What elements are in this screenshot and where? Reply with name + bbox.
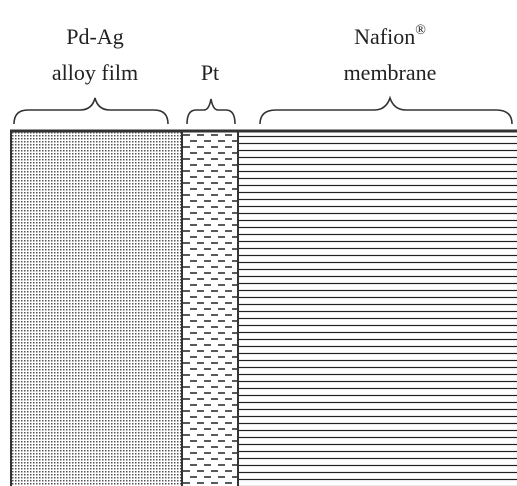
brace xyxy=(259,95,513,125)
label: alloy film xyxy=(52,60,138,85)
pt-layer xyxy=(182,130,238,486)
pd-ag-layer xyxy=(10,130,182,486)
label: membrane xyxy=(344,60,437,85)
label: Nafion® xyxy=(354,23,426,49)
brace xyxy=(186,98,236,125)
label: Pt xyxy=(201,60,219,85)
label: Pd-Ag xyxy=(66,24,123,49)
superscript: ® xyxy=(415,23,426,38)
label-text: Nafion xyxy=(354,24,415,49)
brace xyxy=(13,97,169,125)
nafion-layer xyxy=(238,130,517,486)
